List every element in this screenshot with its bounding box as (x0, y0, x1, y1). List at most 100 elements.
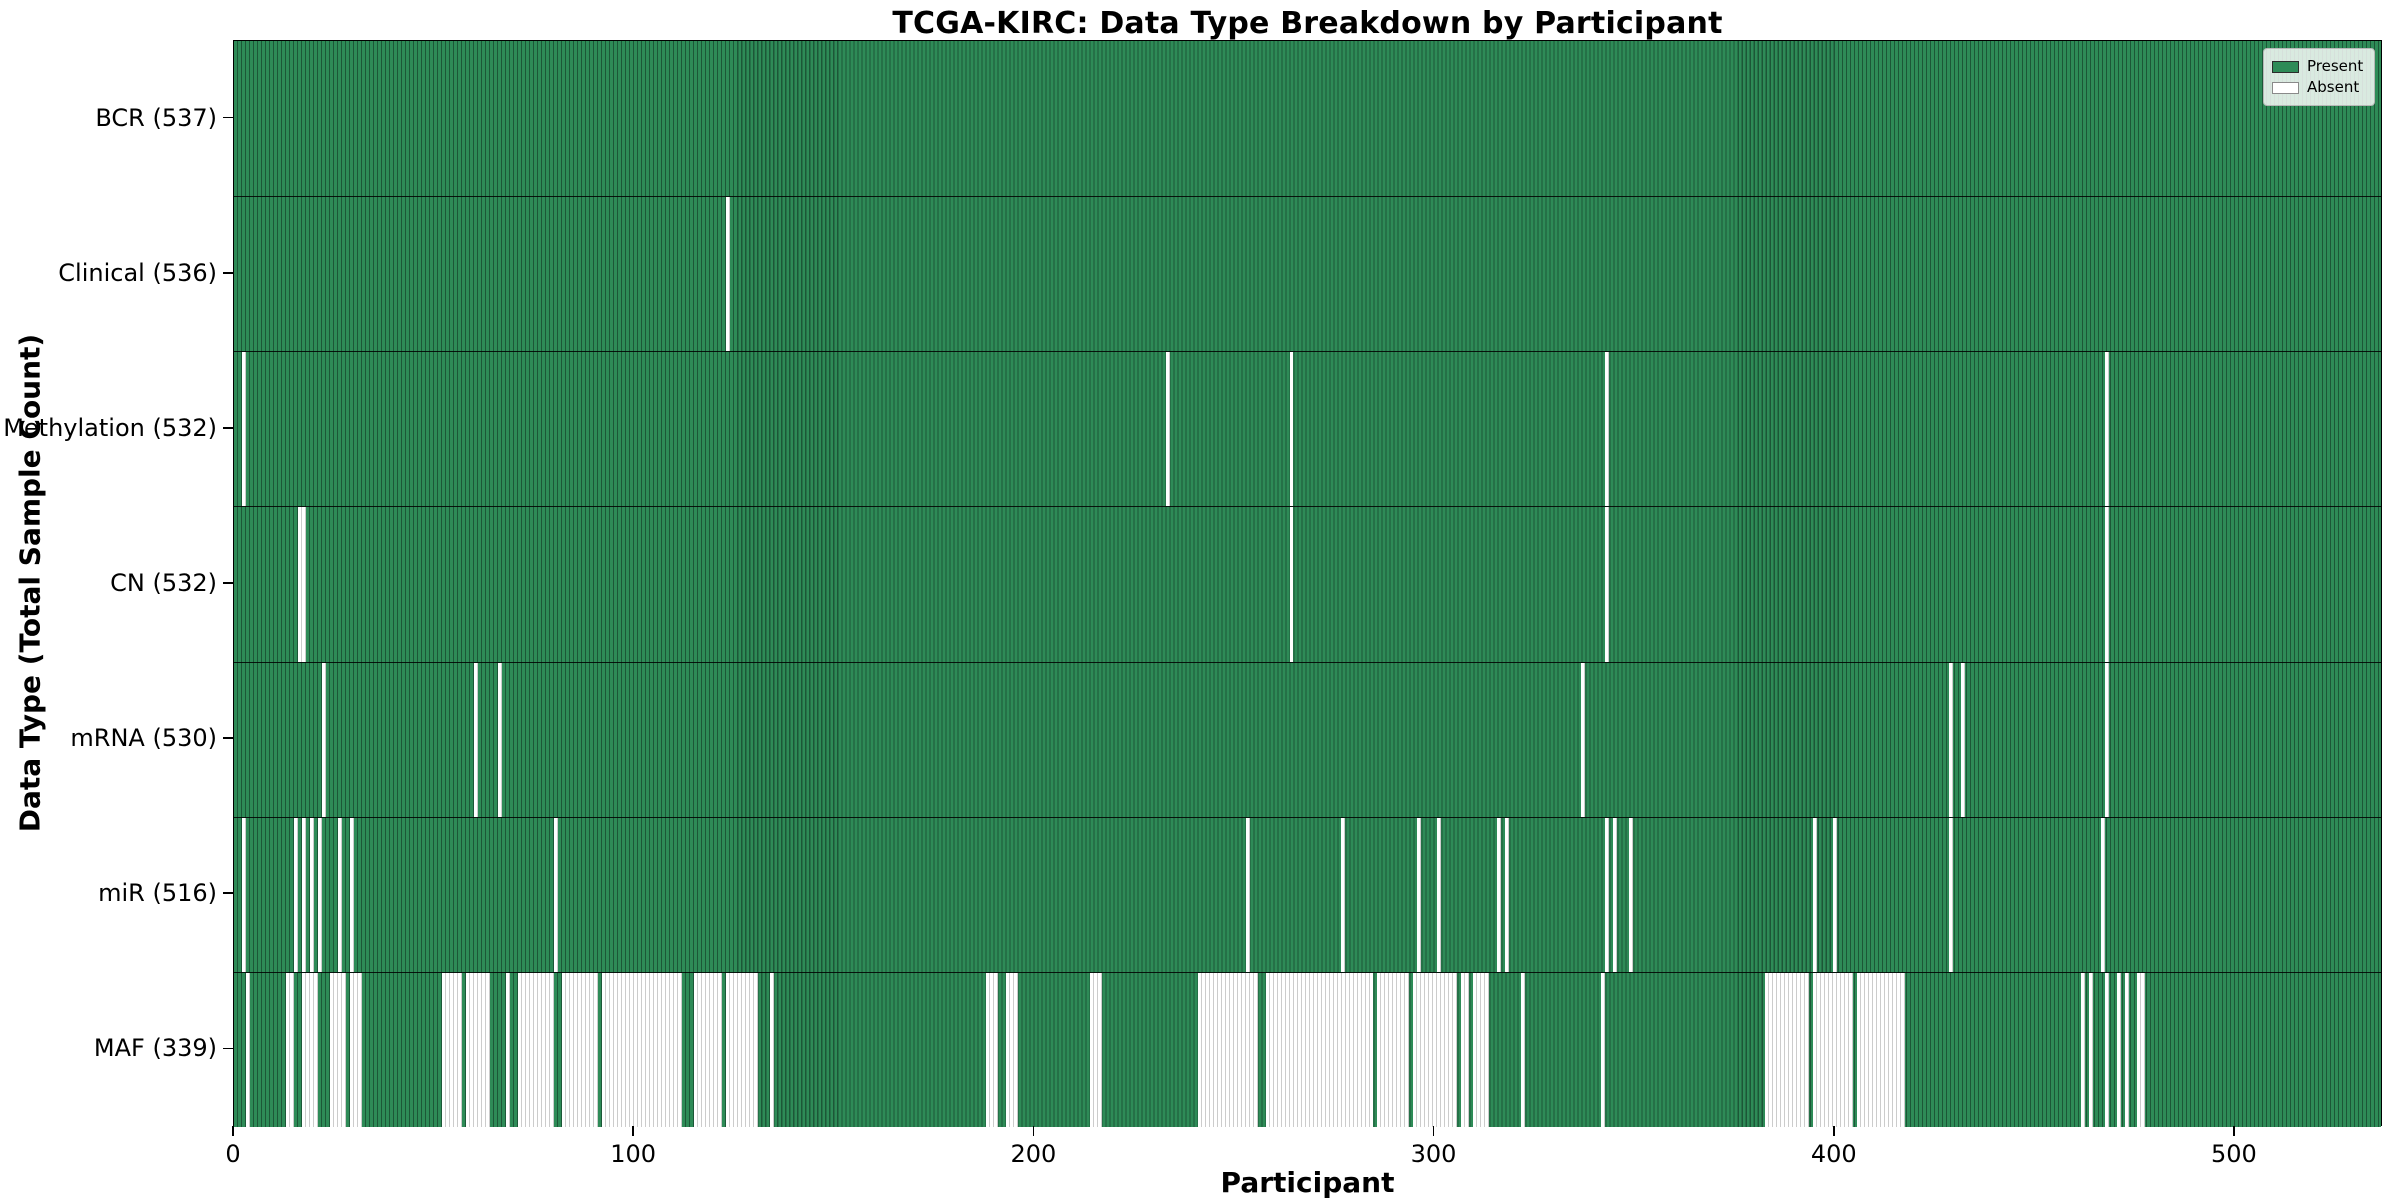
absent-bar-methylation (241, 352, 246, 507)
y-tick-label-bcr: BCR (537) (95, 103, 217, 132)
absent-bar-maf (329, 972, 346, 1127)
absent-bar-maf (505, 972, 510, 1127)
absent-bar-mir (317, 817, 322, 972)
absent-bar-maf (769, 972, 774, 1127)
y-tick-clinical (223, 271, 233, 274)
absent-bar-mir (1813, 817, 1818, 972)
x-axis-label: Participant (1220, 1166, 1395, 1199)
absent-bar-maf (2105, 972, 2110, 1127)
absent-bar-mir (1613, 817, 1618, 972)
y-tick-label-mrna: mRNA (530) (70, 724, 217, 753)
absent-bar-clinical (725, 197, 730, 352)
x-tick-label-400: 400 (1810, 1140, 1857, 1168)
y-tick-label-methylation: Methylation (532) (3, 413, 217, 442)
absent-bar-maf (725, 972, 758, 1127)
absent-bar-maf (1265, 972, 1374, 1127)
absent-bar-maf (1473, 972, 1490, 1127)
absent-bar-maf (441, 972, 462, 1127)
chart-title: TCGA-KIRC: Data Type Breakdown by Partic… (892, 6, 1723, 41)
legend: Present Absent (2263, 48, 2375, 106)
absent-bar-maf (285, 972, 294, 1127)
row-band-cn (234, 506, 2381, 662)
legend-entry-present: Present (2272, 56, 2365, 77)
x-tick-400 (1832, 1126, 1835, 1136)
absent-bar-mrna (497, 662, 502, 817)
absent-bar-mir (1341, 817, 1346, 972)
absent-bar-maf (2089, 972, 2094, 1127)
absent-bar-mir (1949, 817, 1954, 972)
legend-present-swatch (2272, 60, 2299, 73)
absent-bar-maf (1005, 972, 1018, 1127)
absent-bar-maf (633, 972, 682, 1127)
absent-bar-mrna (1961, 662, 1966, 817)
legend-absent-label: Absent (2307, 78, 2360, 96)
absent-bar-mir (1605, 817, 1610, 972)
row-band-maf (234, 971, 2381, 1127)
absent-bar-maf (517, 972, 554, 1127)
absent-bar-mrna (1949, 662, 1954, 817)
absent-bar-maf (2081, 972, 2086, 1127)
absent-bar-maf (245, 972, 250, 1127)
absent-bar-mir (1437, 817, 1442, 972)
row-band-bcr (234, 41, 2381, 197)
absent-bar-maf (465, 972, 490, 1127)
absent-bar-cn (297, 507, 306, 662)
legend-present-label: Present (2307, 57, 2364, 75)
absent-bar-maf (2117, 972, 2122, 1127)
x-tick-label-300: 300 (1410, 1140, 1457, 1168)
absent-bar-maf (1089, 972, 1102, 1127)
absent-bar-cn (2105, 507, 2110, 662)
absent-bar-mir (293, 817, 298, 972)
absent-bar-mir (1629, 817, 1634, 972)
x-tick-100 (632, 1126, 634, 1136)
x-tick-0 (232, 1126, 234, 1136)
absent-bar-mir (241, 817, 246, 972)
absent-bar-cn (1605, 507, 1610, 662)
y-axis-label: Data Type (Total Sample Count) (13, 333, 47, 833)
x-tick-label-500: 500 (2211, 1140, 2257, 1168)
row-band-mrna (234, 661, 2381, 817)
row-band-clinical (234, 196, 2381, 352)
absent-bar-maf (1461, 972, 1470, 1127)
absent-bar-mir (1497, 817, 1502, 972)
absent-bar-mrna (2105, 662, 2110, 817)
absent-bar-maf (985, 972, 998, 1127)
absent-bar-mrna (1581, 662, 1586, 817)
absent-bar-maf (1813, 972, 1854, 1127)
absent-bar-mir (349, 817, 354, 972)
legend-entry-absent: Absent (2272, 77, 2365, 98)
x-tick-300 (1432, 1126, 1435, 1136)
y-tick-label-cn: CN (532) (110, 569, 217, 597)
absent-bar-maf (2137, 972, 2146, 1127)
y-tick-label-mir: miR (516) (98, 879, 217, 908)
absent-bar-maf (301, 972, 318, 1127)
x-tick-label-200: 200 (1010, 1140, 1057, 1168)
absent-bar-cn (1289, 507, 1294, 662)
absent-bar-methylation (1165, 352, 1170, 507)
absent-bar-maf (1521, 972, 1526, 1127)
absent-bar-maf (349, 972, 362, 1127)
absent-bar-mrna (473, 662, 478, 817)
absent-bar-mrna (321, 662, 326, 817)
row-band-mir (234, 816, 2381, 972)
x-tick-200 (1032, 1126, 1035, 1136)
y-tick-label-clinical: Clinical (536) (58, 258, 217, 287)
absent-bar-mir (2101, 817, 2106, 972)
x-tick-label-100: 100 (610, 1140, 657, 1168)
absent-bar-maf (693, 972, 722, 1127)
absent-bar-maf (1857, 972, 1906, 1127)
y-tick-mrna (223, 737, 233, 739)
absent-bar-maf (1377, 972, 1410, 1127)
absent-bar-maf (561, 972, 598, 1127)
absent-bar-mir (337, 817, 342, 972)
absent-bar-mir (1245, 817, 1250, 972)
absent-bar-maf (1601, 972, 1606, 1127)
y-tick-methylation (223, 427, 233, 429)
absent-bar-mir (301, 817, 306, 972)
absent-bar-mir (309, 817, 314, 972)
plot-area: Present Absent (233, 40, 2382, 1127)
x-tick-label-0: 0 (225, 1140, 241, 1168)
absent-bar-maf (1413, 972, 1458, 1127)
y-tick-label-maf: MAF (339) (93, 1034, 217, 1063)
